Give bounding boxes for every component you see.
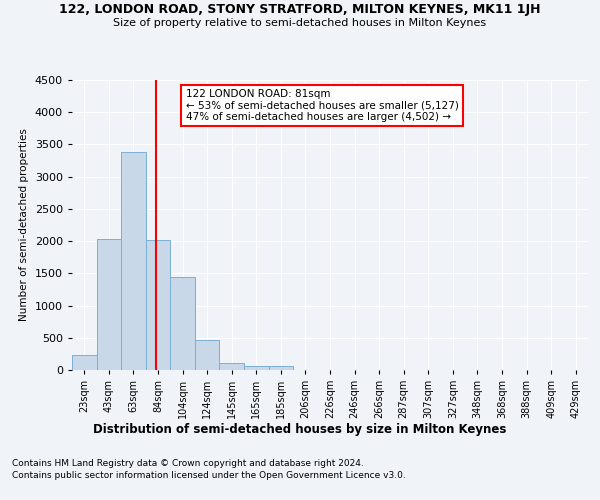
Text: Size of property relative to semi-detached houses in Milton Keynes: Size of property relative to semi-detach… xyxy=(113,18,487,28)
Y-axis label: Number of semi-detached properties: Number of semi-detached properties xyxy=(19,128,29,322)
Bar xyxy=(97,239,121,370)
Bar xyxy=(72,355,97,370)
Text: Contains HM Land Registry data © Crown copyright and database right 2024.: Contains HM Land Registry data © Crown c… xyxy=(12,458,364,468)
Bar xyxy=(244,366,269,370)
Bar xyxy=(195,340,220,370)
Bar xyxy=(146,240,170,370)
Bar xyxy=(269,366,293,370)
Text: 122, LONDON ROAD, STONY STRATFORD, MILTON KEYNES, MK11 1JH: 122, LONDON ROAD, STONY STRATFORD, MILTO… xyxy=(59,2,541,16)
Text: Contains public sector information licensed under the Open Government Licence v3: Contains public sector information licen… xyxy=(12,471,406,480)
Bar xyxy=(220,363,244,370)
Bar xyxy=(170,277,195,370)
Bar xyxy=(121,152,146,370)
Text: Distribution of semi-detached houses by size in Milton Keynes: Distribution of semi-detached houses by … xyxy=(94,422,506,436)
Text: 122 LONDON ROAD: 81sqm
← 53% of semi-detached houses are smaller (5,127)
47% of : 122 LONDON ROAD: 81sqm ← 53% of semi-det… xyxy=(185,88,458,122)
